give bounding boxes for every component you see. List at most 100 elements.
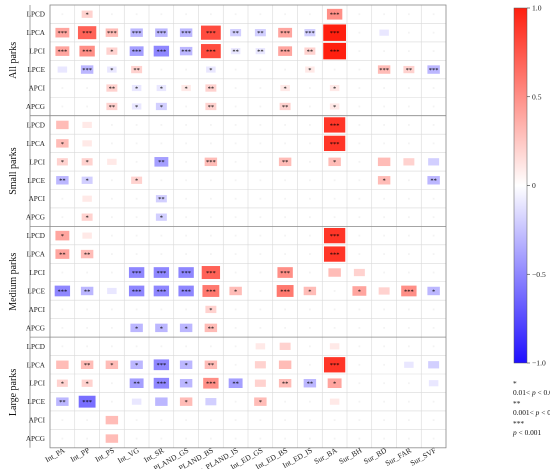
significance-marker: **: [257, 49, 264, 56]
heatmap-cell: [131, 103, 142, 110]
heatmap-cell: [432, 253, 435, 255]
heatmap-cell: [229, 286, 242, 296]
heatmap-cell: [86, 87, 89, 89]
group-label: Small parks: [8, 147, 19, 195]
heatmap-cell: [383, 419, 386, 422]
heatmap-cell: [106, 102, 118, 111]
heatmap-cell: [432, 124, 435, 126]
significance-marker: ***: [404, 288, 414, 295]
significance-marker: **: [257, 30, 264, 37]
heatmap-cell: [403, 158, 415, 166]
heatmap-cell: [80, 249, 94, 259]
heatmap-cell: [205, 398, 217, 406]
heatmap-cell: [323, 42, 346, 60]
heatmap-cell: [358, 179, 361, 182]
heatmap-cell: [432, 400, 435, 403]
heatmap-cell: [153, 377, 170, 389]
heatmap-cell: [61, 345, 64, 348]
significance-marker: ***: [181, 49, 191, 56]
heatmap-cell: [383, 271, 386, 274]
heatmap-cell: [358, 234, 361, 237]
heatmap-cell: [383, 382, 386, 385]
heatmap-cell: [81, 213, 93, 221]
heatmap-cell: [276, 285, 294, 297]
heatmap-cell: [378, 287, 390, 295]
heatmap-cell: [308, 216, 311, 219]
heatmap-cell: [81, 10, 93, 18]
heatmap-cell: [323, 357, 346, 373]
significance-marker: **: [282, 104, 289, 111]
significance-marker: **: [133, 381, 140, 388]
heatmap-cell: [185, 197, 188, 200]
heatmap-cell: [432, 271, 435, 274]
significance-marker: ***: [157, 30, 167, 37]
significance-marker: **: [208, 325, 215, 332]
heatmap-cell: [156, 84, 167, 92]
significance-marker: ***: [206, 288, 216, 295]
heatmap-cell: [209, 216, 212, 219]
row-label: LPCI: [29, 380, 45, 388]
heatmap-cell: [432, 326, 435, 329]
heatmap-cell: [234, 179, 237, 182]
heatmap-cell: [280, 84, 290, 92]
significance-marker: ***: [330, 122, 340, 129]
significance-marker: *: [185, 85, 188, 92]
heatmap-cell: [432, 31, 435, 34]
heatmap-cell: [404, 361, 414, 368]
heatmap-cell: [329, 398, 340, 405]
row-label: LPCE: [27, 177, 45, 185]
significance-marker: *: [259, 399, 262, 406]
heatmap-cell: [333, 216, 336, 219]
heatmap-cell: [254, 379, 266, 387]
heatmap-cell: [179, 360, 193, 369]
heatmap-cell: [234, 142, 237, 145]
heatmap-cell: [383, 437, 386, 440]
heatmap-cell: [81, 379, 93, 387]
heatmap-cell: [308, 326, 311, 329]
heatmap-cell: [209, 234, 212, 237]
heatmap-cell: [379, 29, 389, 36]
heatmap-cell: [383, 197, 386, 200]
heatmap-cell: [234, 124, 237, 126]
heatmap-cell: [259, 87, 262, 89]
heatmap-cell: [110, 234, 113, 237]
heatmap-cell: [407, 234, 410, 237]
heatmap-cell: [155, 213, 167, 221]
significance-marker: ***: [330, 233, 340, 240]
heatmap-cell: [185, 105, 188, 108]
heatmap-cell: [259, 68, 262, 71]
heatmap-cell: [234, 308, 237, 311]
heatmap-cell: [86, 308, 89, 311]
heatmap-cell: [234, 105, 237, 108]
column-label: Sur_BA: [313, 445, 340, 465]
heatmap-cell: [129, 46, 144, 56]
heatmap-cell: [82, 195, 92, 202]
heatmap-cell: [358, 400, 361, 403]
heatmap-cell: [407, 326, 410, 329]
heatmap-cell: [329, 84, 340, 92]
heatmap-cell: [333, 179, 336, 182]
heatmap-cell: [407, 216, 410, 219]
heatmap-cell: [80, 360, 94, 369]
significance-marker: *: [86, 215, 89, 222]
heatmap-cell: [432, 87, 435, 89]
heatmap-cell: [56, 379, 68, 387]
heatmap-cell: [432, 142, 435, 145]
row-label: LPCA: [27, 29, 46, 37]
heatmap-cell: [153, 285, 170, 297]
heatmap-cell: [358, 308, 361, 311]
row-label: APCG: [26, 435, 45, 443]
significance-marker: *: [86, 159, 89, 166]
heatmap-cell: [209, 253, 212, 255]
heatmap-cell: [86, 419, 89, 422]
heatmap-cell: [179, 46, 193, 56]
heatmap-cell: [135, 216, 138, 219]
heatmap-cell: [407, 105, 410, 108]
heatmap-cell: [234, 419, 237, 422]
significance-marker: **: [158, 159, 165, 166]
heatmap-cell: [178, 267, 194, 278]
heatmap-cell: [358, 13, 361, 16]
significance-legend-text: 0.01< p < 0.05: [513, 388, 550, 397]
significance-marker: *: [185, 381, 188, 388]
heatmap-cell: [432, 308, 435, 311]
